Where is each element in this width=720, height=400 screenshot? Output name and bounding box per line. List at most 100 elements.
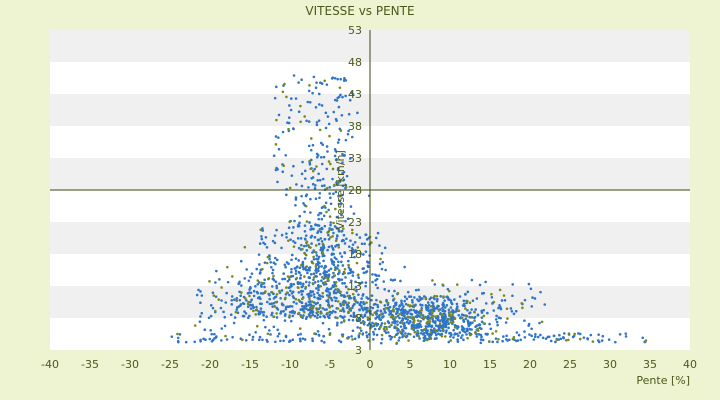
scatter-point [273, 304, 276, 308]
scatter-point [476, 313, 480, 317]
scatter-point [310, 300, 314, 303]
scatter-point [444, 331, 448, 334]
scatter-point [311, 176, 315, 179]
scatter-point [263, 261, 267, 264]
scatter-point [343, 76, 346, 80]
scatter-point [481, 338, 485, 342]
scatter-point [273, 234, 277, 237]
scatter-point [418, 309, 422, 313]
scatter-point [223, 315, 227, 319]
scatter-point [431, 279, 434, 282]
scatter-point [313, 314, 317, 318]
scatter-point [334, 117, 338, 121]
scatter-point [329, 162, 332, 166]
scatter-point [261, 311, 264, 314]
scatter-point [390, 323, 393, 327]
scatter-point [213, 309, 217, 313]
scatter-point [340, 255, 344, 258]
chart-title: VITESSE vs PENTE [305, 4, 414, 18]
scatter-point [411, 327, 415, 331]
scatter-point [423, 338, 426, 342]
scatter-point [567, 338, 570, 342]
scatter-point [434, 315, 438, 318]
scatter-point [433, 294, 437, 298]
scatter-point [425, 308, 428, 311]
scatter-point [320, 184, 324, 188]
scatter-point [202, 337, 205, 341]
scatter-point [184, 340, 188, 344]
scatter-point [323, 224, 327, 228]
scatter-point [310, 309, 314, 313]
scatter-point [478, 323, 482, 327]
scatter-point [310, 242, 313, 245]
scatter-point [275, 284, 278, 288]
scatter-point [317, 92, 321, 96]
scatter-point [327, 122, 331, 126]
scatter-point [371, 313, 374, 317]
scatter-point [304, 177, 307, 180]
scatter-point [319, 294, 322, 298]
scatter-point [348, 98, 352, 102]
scatter-point [300, 184, 304, 188]
scatter-point [351, 329, 355, 333]
scatter-point [290, 174, 294, 177]
scatter-point [499, 316, 502, 320]
scatter-point [355, 261, 359, 265]
scatter-point [365, 238, 369, 241]
scatter-point [267, 277, 271, 280]
scatter-point [301, 337, 305, 340]
scatter-point [217, 298, 221, 301]
scatter-point [365, 309, 369, 313]
scatter-point [299, 104, 302, 108]
scatter-point [249, 307, 253, 310]
scatter-point [339, 302, 342, 306]
y-tick-label: 33 [348, 152, 362, 165]
scatter-point [318, 191, 322, 195]
scatter-point [364, 233, 368, 237]
scatter-point [299, 339, 302, 343]
scatter-point [384, 306, 388, 310]
y-tick-label: 53 [348, 24, 362, 37]
scatter-point [304, 253, 308, 257]
scatter-point [341, 316, 345, 320]
scatter-point [315, 254, 319, 257]
scatter-point [269, 260, 272, 264]
scatter-point [292, 245, 296, 248]
scatter-point [225, 338, 229, 341]
scatter-point [291, 338, 295, 342]
scatter-point [509, 307, 513, 310]
x-axis-label: Pente [%] [636, 374, 690, 387]
scatter-point [257, 281, 261, 284]
scatter-point [334, 310, 337, 314]
scatter-point [322, 341, 326, 344]
scatter-point [259, 271, 262, 274]
scatter-point [329, 202, 333, 206]
scatter-point [282, 339, 285, 343]
scatter-point [298, 221, 301, 225]
scatter-point [349, 279, 353, 283]
scatter-point [388, 325, 391, 329]
scatter-point [572, 334, 576, 338]
scatter-point [371, 280, 374, 284]
scatter-point [426, 329, 429, 332]
scatter-point [238, 304, 242, 307]
scatter-point [357, 317, 361, 321]
scatter-point [492, 300, 496, 304]
scatter-point [466, 299, 469, 303]
scatter-point [404, 332, 407, 335]
scatter-point [297, 81, 300, 84]
scatter-point [515, 331, 519, 334]
scatter-point [307, 276, 311, 279]
scatter-point [220, 327, 224, 330]
scatter-point [327, 273, 331, 277]
scatter-point [396, 320, 399, 323]
scatter-point [385, 325, 388, 329]
scatter-point [300, 194, 303, 198]
scatter-point [353, 288, 356, 291]
scatter-point [379, 318, 383, 322]
scatter-point [289, 339, 292, 343]
scatter-point [442, 309, 445, 312]
scatter-point [414, 311, 418, 315]
scatter-point [407, 339, 410, 342]
scatter-point [424, 304, 428, 307]
